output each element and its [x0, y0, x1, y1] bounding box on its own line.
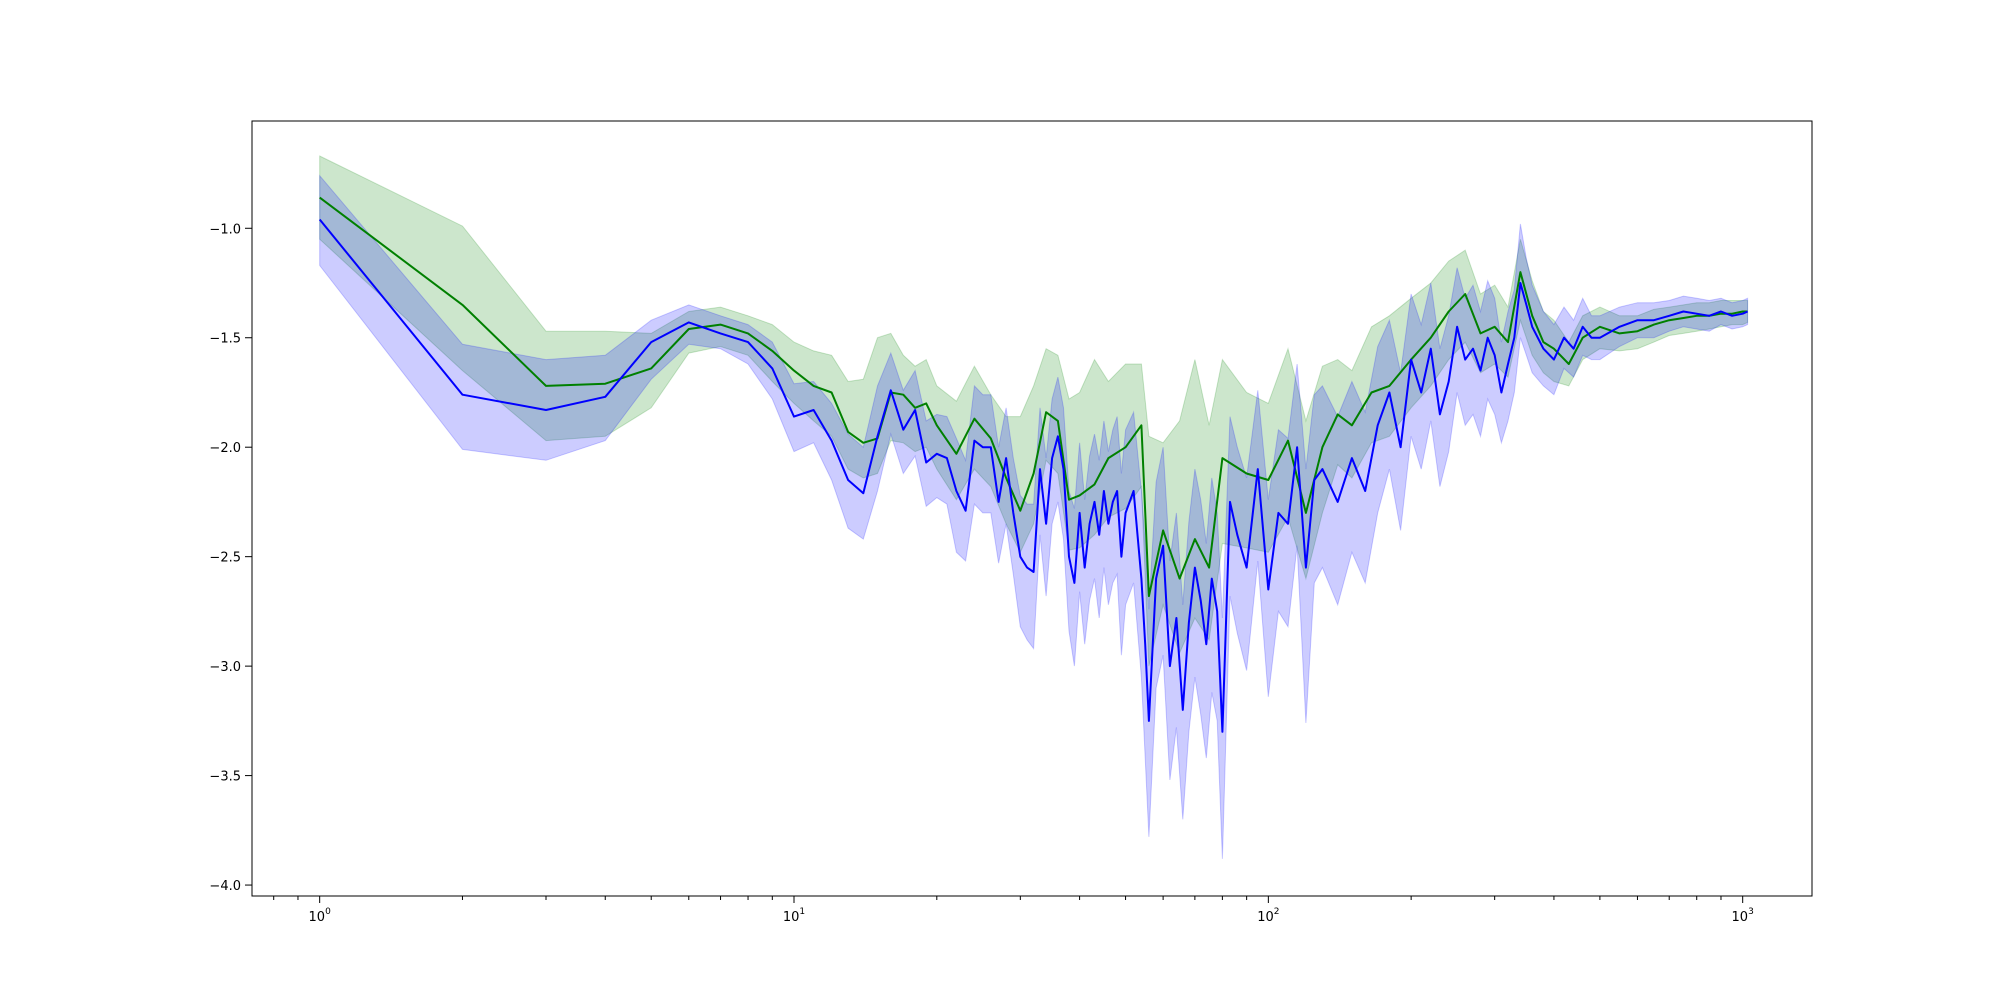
y-tick-label: −2.0	[209, 441, 241, 456]
y-tick-label: −2.5	[209, 551, 241, 566]
series-2-line	[318, 218, 1749, 733]
x-axis: 100 101 102 103	[273, 896, 1754, 925]
x-tick-label: 101	[783, 907, 805, 925]
y-tick-label: −3.5	[209, 770, 241, 785]
series-lines	[318, 196, 1749, 733]
series-2-band	[319, 174, 1749, 859]
y-axis: −1.0 −1.5 −2.0 −2.5 −3.0 −3.5 −4.0	[209, 222, 252, 894]
series-1-line	[319, 196, 1748, 598]
y-tick-label: −4.0	[209, 879, 241, 894]
y-tick-label: −3.0	[209, 660, 241, 675]
x-tick-label: 102	[1257, 907, 1279, 925]
y-tick-label: −1.5	[209, 332, 241, 347]
y-tick-label: −1.0	[209, 222, 241, 237]
series-1-band	[319, 155, 1749, 667]
confidence-bands	[319, 155, 1749, 859]
plot-area-frame	[251, 120, 1813, 897]
x-tick-label: 100	[309, 907, 332, 925]
x-tick-label: 103	[1732, 907, 1754, 925]
